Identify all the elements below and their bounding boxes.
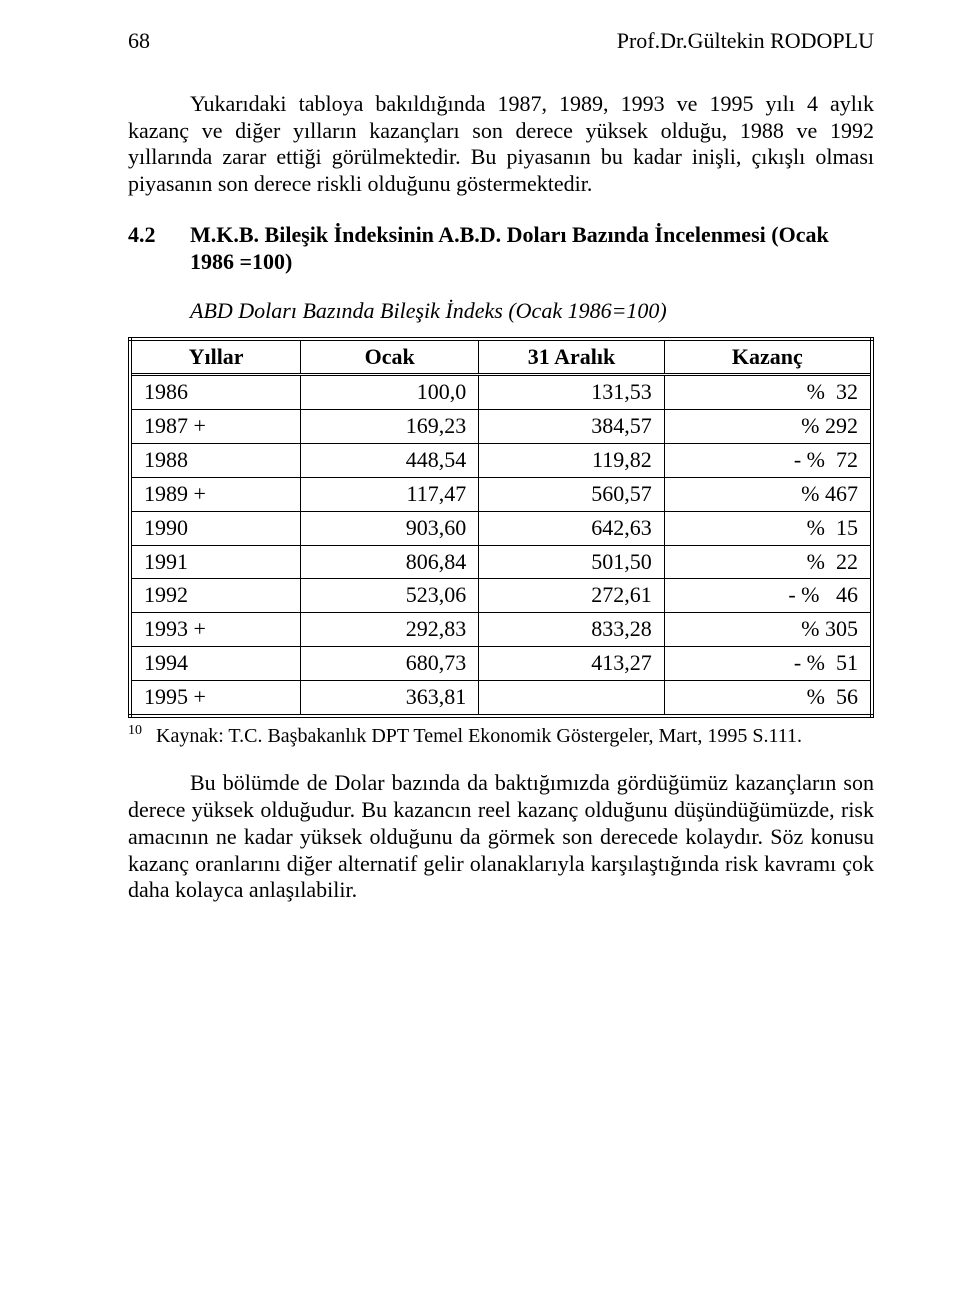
section-title: M.K.B. Bileşik İndeksinin A.B.D. Doları …	[190, 222, 874, 276]
cell: 1987 +	[130, 410, 301, 444]
table-row: 1995 +363,81 % 56	[130, 680, 872, 715]
cell: % 467	[664, 477, 872, 511]
cell	[479, 680, 665, 715]
cell: 292,83	[301, 613, 479, 647]
cell: - % 72	[664, 444, 872, 478]
cell: 1992	[130, 579, 301, 613]
table-row: 1989 +117,47560,57% 467	[130, 477, 872, 511]
cell: 1993 +	[130, 613, 301, 647]
cell: 501,50	[479, 545, 665, 579]
cell: 806,84	[301, 545, 479, 579]
cell: 100,0	[301, 375, 479, 410]
cell: 1995 +	[130, 680, 301, 715]
footnote-number: 10	[128, 722, 142, 746]
cell: 119,82	[479, 444, 665, 478]
cell: % 22	[664, 545, 872, 579]
cell: % 305	[664, 613, 872, 647]
table-row: 1986100,0131,53% 32	[130, 375, 872, 410]
table-row: 1993 +292,83833,28% 305	[130, 613, 872, 647]
paragraph-text: Bu bölümde de Dolar bazında da baktığımı…	[128, 770, 874, 902]
col-header-ocak: Ocak	[301, 339, 479, 375]
cell: 169,23	[301, 410, 479, 444]
footnote-text: Kaynak: T.C. Başbakanlık DPT Temel Ekono…	[156, 724, 802, 748]
cell: 363,81	[301, 680, 479, 715]
cell: 833,28	[479, 613, 665, 647]
table-row: 1992523,06272,61- % 46	[130, 579, 872, 613]
section-number: 4.2	[128, 222, 190, 276]
col-header-years: Yıllar	[130, 339, 301, 375]
cell: 642,63	[479, 511, 665, 545]
cell: % 32	[664, 375, 872, 410]
body-paragraph-2: Bu bölümde de Dolar bazında da baktığımı…	[128, 770, 874, 904]
cell: 131,53	[479, 375, 665, 410]
cell: % 56	[664, 680, 872, 715]
running-head-author: Prof.Dr.Gültekin RODOPLU	[617, 28, 874, 55]
table-row: 1991806,84501,50% 22	[130, 545, 872, 579]
index-table: Yıllar Ocak 31 Aralık Kazanç 1986100,013…	[128, 337, 874, 718]
cell: 117,47	[301, 477, 479, 511]
cell: 1989 +	[130, 477, 301, 511]
table-header-row: Yıllar Ocak 31 Aralık Kazanç	[130, 339, 872, 375]
cell: - % 51	[664, 647, 872, 681]
cell: 1994	[130, 647, 301, 681]
col-header-kazanc: Kazanç	[664, 339, 872, 375]
table-body: 1986100,0131,53% 32 1987 +169,23384,57% …	[130, 375, 872, 716]
table-row: 1987 +169,23384,57% 292	[130, 410, 872, 444]
cell: % 292	[664, 410, 872, 444]
cell: 560,57	[479, 477, 665, 511]
table-row: 1988448,54119,82- % 72	[130, 444, 872, 478]
cell: - % 46	[664, 579, 872, 613]
col-header-aralik: 31 Aralık	[479, 339, 665, 375]
section-heading: 4.2 M.K.B. Bileşik İndeksinin A.B.D. Dol…	[128, 222, 874, 276]
running-header: 68 Prof.Dr.Gültekin RODOPLU	[128, 28, 874, 55]
page-number: 68	[128, 28, 150, 55]
cell: % 15	[664, 511, 872, 545]
paragraph-text: Yukarıdaki tabloya bakıldığında 1987, 19…	[128, 91, 874, 196]
cell: 1986	[130, 375, 301, 410]
table-footnote: 10 Kaynak: T.C. Başbakanlık DPT Temel Ek…	[128, 724, 874, 748]
cell: 523,06	[301, 579, 479, 613]
cell: 384,57	[479, 410, 665, 444]
cell: 1991	[130, 545, 301, 579]
cell: 413,27	[479, 647, 665, 681]
table-row: 1990903,60642,63% 15	[130, 511, 872, 545]
cell: 680,73	[301, 647, 479, 681]
cell: 903,60	[301, 511, 479, 545]
cell: 1990	[130, 511, 301, 545]
table-caption: ABD Doları Bazında Bileşik İndeks (Ocak …	[190, 298, 874, 325]
cell: 448,54	[301, 444, 479, 478]
cell: 1988	[130, 444, 301, 478]
cell: 272,61	[479, 579, 665, 613]
body-paragraph-1: Yukarıdaki tabloya bakıldığında 1987, 19…	[128, 91, 874, 198]
table-row: 1994680,73413,27- % 51	[130, 647, 872, 681]
